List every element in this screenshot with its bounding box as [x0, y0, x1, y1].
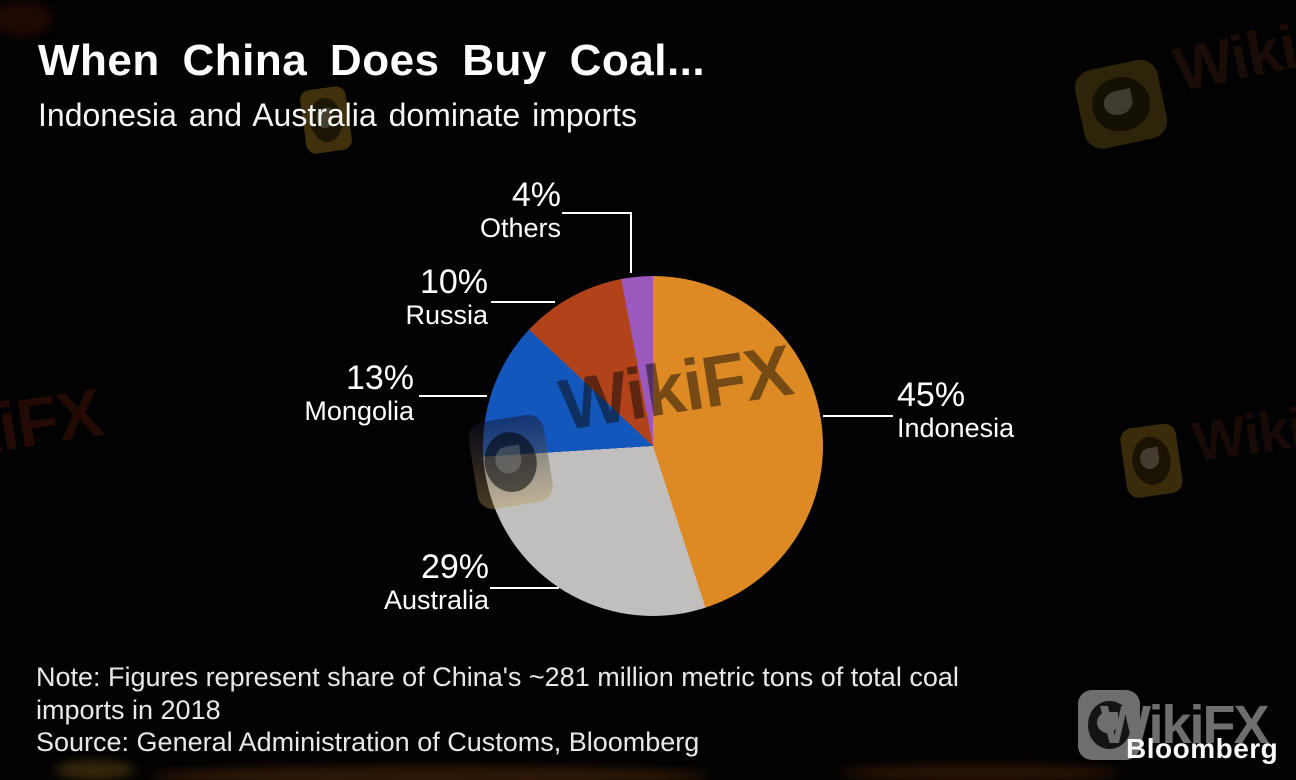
wikifx-eagle-icon — [1118, 422, 1185, 500]
leader-line-indonesia — [823, 415, 893, 417]
slice-label-mongolia: 13% Mongolia — [304, 360, 414, 426]
watermark-fragment — [150, 766, 710, 780]
bloomberg-logo: Bloomberg — [1126, 733, 1279, 764]
slice-label-australia: 29% Australia — [384, 549, 489, 615]
wikifx-watermark-text: WikiFX — [1188, 385, 1296, 474]
slice-name: Russia — [405, 300, 488, 330]
chart-note: Note: Figures represent share of China's… — [36, 662, 959, 725]
slice-percent: 4% — [511, 176, 561, 214]
slice-name: Australia — [383, 585, 489, 615]
slice-percent: 29% — [420, 548, 489, 586]
pie-chart — [483, 276, 823, 616]
slice-percent: 10% — [419, 263, 488, 301]
slice-name: Indonesia — [897, 413, 1015, 443]
chart-title: When China Does Buy Coal... — [38, 36, 706, 85]
wikifx-eagle-icon — [1071, 56, 1171, 153]
slice-percent: 45% — [897, 376, 966, 414]
slice-label-russia: 10% Russia — [405, 264, 488, 330]
slice-percent: 13% — [345, 359, 414, 397]
slice-name: Others — [479, 213, 561, 243]
slice-label-indonesia: 45% Indonesia — [897, 377, 1014, 443]
wikifx-watermark-text: WikiFX — [0, 374, 107, 484]
slice-name: Mongolia — [304, 396, 414, 426]
chart-subtitle: Indonesia and Australia dominate imports — [38, 97, 638, 133]
leader-line-others — [562, 212, 632, 273]
chart-source: Source: General Administration of Custom… — [36, 727, 700, 757]
leader-line-australia — [490, 587, 559, 589]
wikifx-watermark-left-edge: WikiFX — [0, 373, 107, 484]
leader-line-russia — [491, 301, 555, 303]
leader-line-mongolia — [419, 395, 487, 397]
wikifx-watermark-fragment — [0, 2, 52, 36]
watermark-fragment — [55, 760, 135, 780]
watermark-fragment — [840, 764, 1120, 780]
wikifx-watermark-text: WikiFX — [1168, 0, 1296, 106]
slice-label-others: 4% Others — [480, 177, 561, 243]
